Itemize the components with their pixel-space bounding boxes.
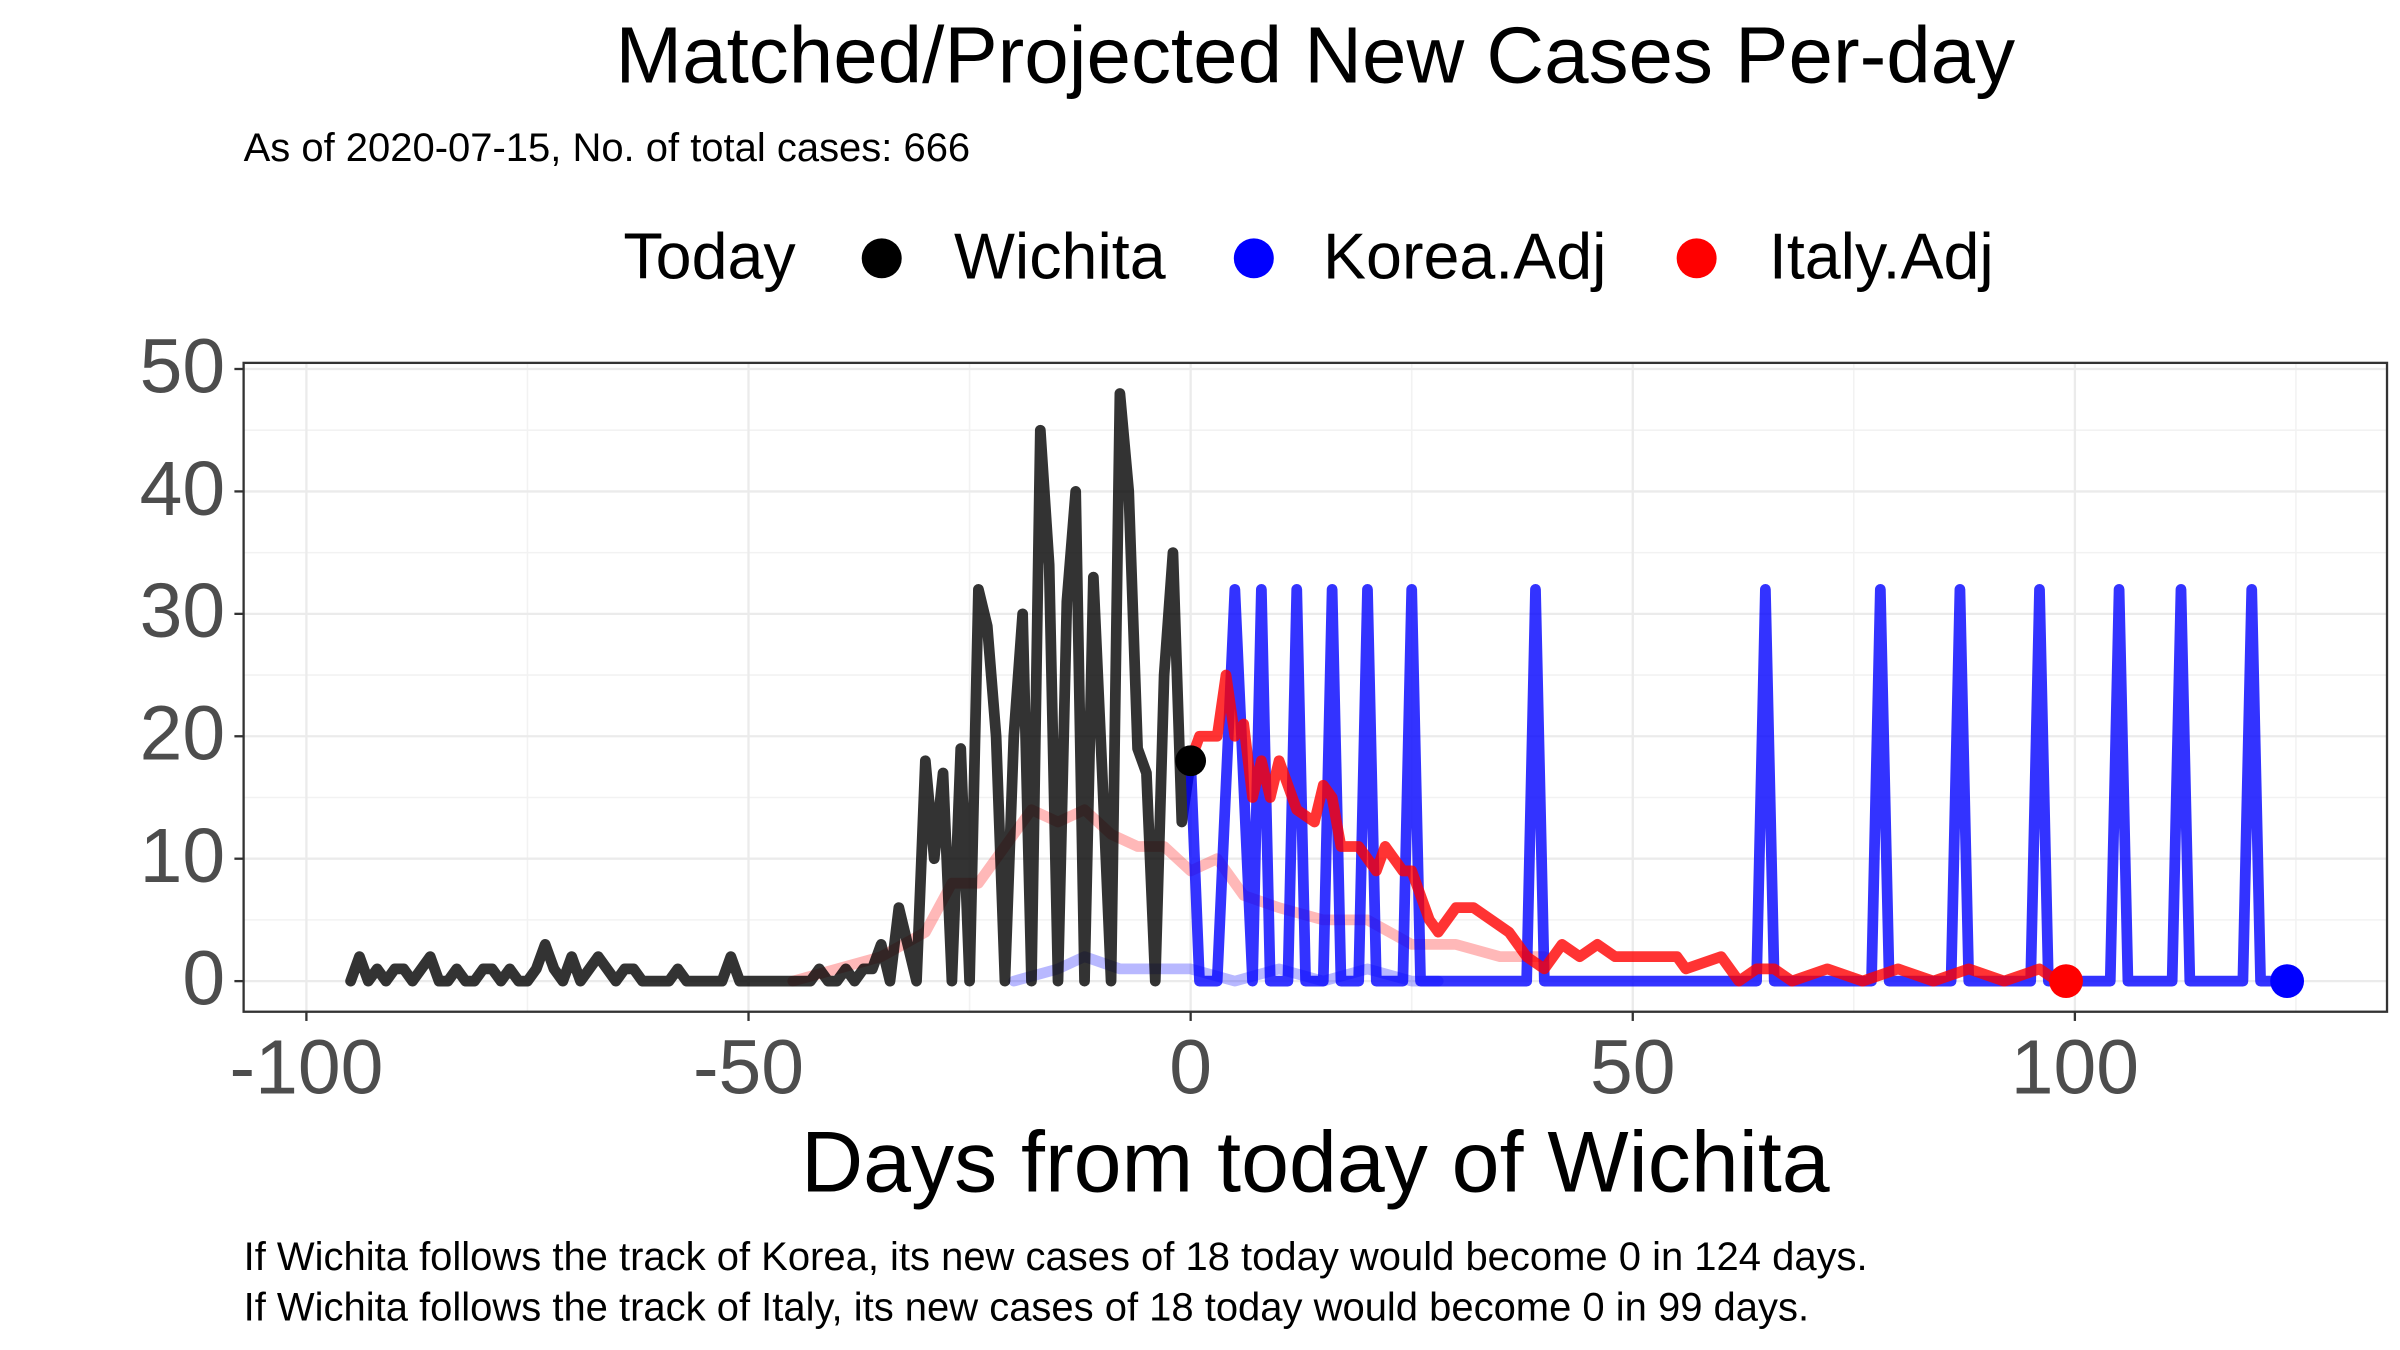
y-tick-label: 10 — [140, 813, 226, 899]
subtitle: As of 2020-07-15, No. of total cases: 66… — [244, 126, 971, 170]
end-point — [2049, 964, 2083, 999]
legend-title: Today — [623, 220, 796, 292]
x-tick-label: 50 — [1590, 1025, 1676, 1111]
legend-label: Wichita — [954, 220, 1166, 292]
today-point — [1175, 745, 1207, 777]
series-line — [1185, 583, 2293, 987]
y-tick-label: 50 — [140, 323, 226, 409]
end-point — [2270, 964, 2305, 999]
plot-border — [242, 361, 2389, 1013]
legend-swatch — [1233, 238, 1274, 279]
note: If Wichita follows the track of Korea, i… — [244, 1235, 1868, 1279]
y-tick-label: 30 — [140, 568, 226, 654]
legend-swatch — [1676, 238, 1717, 279]
y-tick-label: 40 — [140, 446, 226, 532]
legend-label: Italy.Adj — [1769, 220, 1994, 292]
x-axis-label: Days from today of Wichita — [801, 1114, 1830, 1210]
x-tick-label: 100 — [2011, 1025, 2139, 1111]
x-tick-label: 0 — [1169, 1025, 1212, 1111]
y-tick-label: 20 — [140, 691, 226, 777]
note: If Wichita follows the track of Italy, i… — [244, 1286, 1809, 1330]
y-tick-label: 0 — [182, 936, 225, 1022]
x-tick-label: -50 — [693, 1025, 804, 1111]
legend-label: Korea.Adj — [1323, 220, 1607, 292]
series-line — [1185, 669, 2072, 987]
x-tick-label: -100 — [229, 1025, 383, 1111]
chart-title: Matched/Projected New Cases Per-day — [616, 11, 2016, 100]
series-line — [345, 388, 1197, 987]
legend-swatch — [861, 238, 902, 279]
